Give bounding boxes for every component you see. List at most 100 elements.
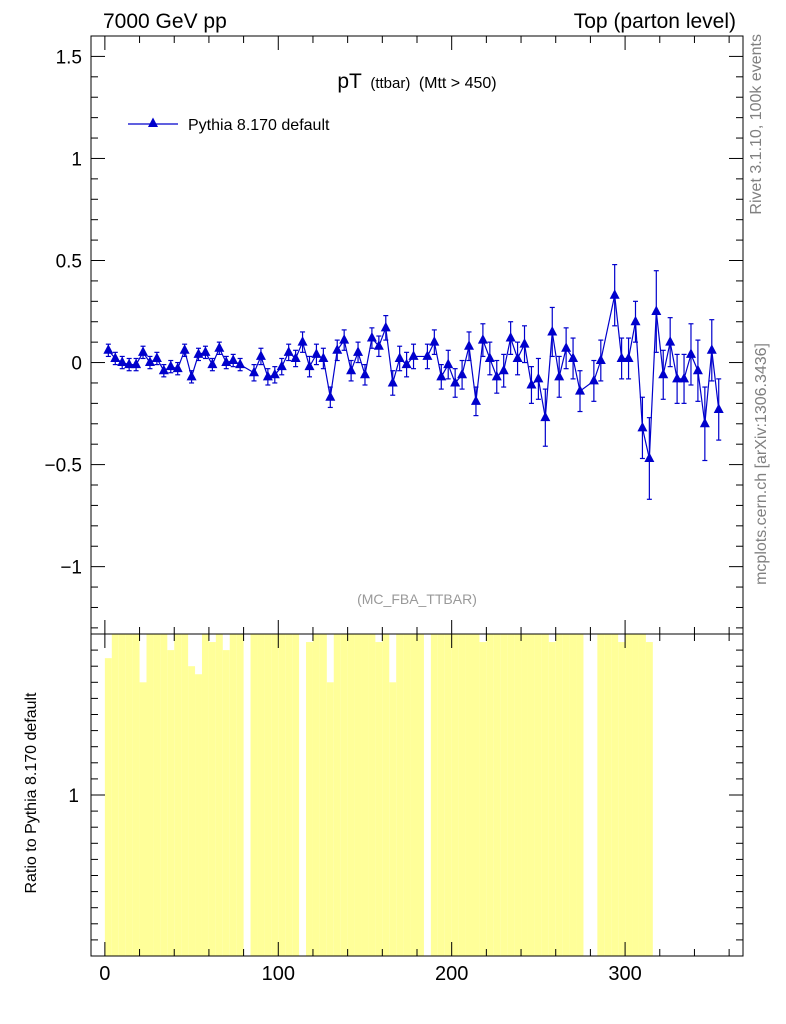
ratio-y-axis-label: Ratio to Pythia 8.170 default bbox=[23, 692, 40, 894]
ratio-band-bin-71 bbox=[632, 634, 639, 956]
header-right-label: Top (parton level) bbox=[574, 10, 736, 33]
ratio-band-bin-2 bbox=[118, 634, 126, 956]
data-point-27 bbox=[297, 336, 308, 346]
data-point-84 bbox=[713, 403, 724, 413]
ratio-band-bin-55 bbox=[507, 634, 515, 956]
data-point-37 bbox=[366, 332, 377, 342]
ratio-band-bin-56 bbox=[514, 634, 522, 956]
data-point-68 bbox=[595, 354, 606, 365]
ratio-band-bin-43 bbox=[417, 634, 424, 956]
ratio-x-tick-label-3: 300 bbox=[608, 963, 641, 985]
data-point-42 bbox=[401, 358, 412, 369]
data-point-38 bbox=[373, 340, 384, 350]
ratio-band-bin-11 bbox=[181, 634, 189, 956]
ratio-band-layer bbox=[104, 634, 653, 956]
data-point-12 bbox=[186, 370, 197, 381]
data-point-9 bbox=[165, 360, 176, 371]
rivet-version-label: Rivet 3.1.10, 100k events bbox=[748, 34, 765, 215]
data-point-62 bbox=[547, 325, 558, 336]
ratio-band-bin-48 bbox=[458, 634, 466, 956]
data-point-2 bbox=[117, 356, 128, 367]
ratio-band-bin-44 bbox=[430, 634, 438, 956]
ratio-band-bin-60 bbox=[541, 634, 549, 956]
data-point-55 bbox=[498, 364, 509, 375]
ratio-band-bin-39 bbox=[389, 682, 397, 956]
data-point-0 bbox=[103, 344, 114, 354]
data-point-81 bbox=[692, 364, 703, 375]
ratio-band-bin-18 bbox=[229, 634, 237, 956]
ratio-x-tick-label-1: 100 bbox=[262, 963, 295, 985]
data-point-28 bbox=[304, 360, 315, 371]
ratio-band-bin-20 bbox=[250, 634, 258, 956]
plot-title-sub2: (Mtt > 450) bbox=[419, 75, 497, 92]
ratio-band-bin-64 bbox=[569, 634, 577, 956]
ratio-band-bin-6 bbox=[146, 634, 154, 956]
data-point-56 bbox=[505, 332, 516, 342]
ratio-band-bin-36 bbox=[368, 634, 376, 956]
ratio-band-bin-63 bbox=[562, 634, 570, 956]
ratio-band-bin-42 bbox=[410, 634, 417, 956]
ratio-band-bin-7 bbox=[153, 634, 161, 956]
ratio-band-bin-27 bbox=[306, 642, 313, 956]
data-point-24 bbox=[276, 360, 287, 371]
ratio-y-axis: 1 bbox=[68, 633, 743, 941]
ratio-band-bin-53 bbox=[493, 634, 501, 956]
data-point-83 bbox=[706, 344, 717, 354]
data-point-66 bbox=[575, 385, 585, 395]
data-point-31 bbox=[325, 391, 336, 401]
ratio-band-bin-41 bbox=[403, 634, 411, 956]
data-point-74 bbox=[644, 452, 655, 462]
main-plot: −1 −0.5 0 0.5 1 1.5 pT (ttbar) (Mtt > 450) Py… bbox=[44, 35, 744, 635]
plot-title-sub1: (ttbar) bbox=[370, 75, 410, 92]
ratio-band-bin-24 bbox=[278, 634, 286, 956]
ratio-band-bin-49 bbox=[465, 634, 473, 956]
main-y-axis: −1 −0.5 0 0.5 1 1.5 bbox=[44, 35, 743, 629]
ratio-band-bin-57 bbox=[521, 634, 528, 956]
ratio-band-bin-23 bbox=[271, 634, 279, 956]
data-point-11 bbox=[179, 344, 190, 354]
data-point-8 bbox=[158, 364, 169, 375]
data-point-45 bbox=[429, 336, 440, 346]
main-y-tick-label-4: 1 bbox=[71, 149, 82, 170]
ratio-band-bin-65 bbox=[576, 634, 584, 956]
data-point-60 bbox=[533, 372, 544, 383]
data-point-5 bbox=[138, 346, 149, 356]
data-point-41 bbox=[394, 352, 405, 362]
data-point-3 bbox=[124, 358, 135, 369]
ratio-band-bin-52 bbox=[486, 634, 494, 956]
ratio-band-bin-46 bbox=[444, 634, 452, 956]
data-point-36 bbox=[359, 368, 370, 379]
data-point-76 bbox=[658, 368, 669, 379]
ratio-band-bin-8 bbox=[160, 634, 168, 956]
data-point-77 bbox=[665, 336, 676, 346]
ratio-band-bin-32 bbox=[340, 634, 348, 956]
data-point-73 bbox=[637, 421, 648, 432]
ratio-band-bin-54 bbox=[500, 634, 508, 956]
ratio-band-bin-33 bbox=[347, 634, 355, 956]
ratio-band-bin-50 bbox=[472, 634, 480, 956]
data-point-29 bbox=[311, 348, 322, 358]
series-pythia-layer bbox=[103, 263, 724, 500]
data-point-6 bbox=[144, 356, 155, 367]
data-point-30 bbox=[318, 352, 329, 362]
ratio-band-bin-4 bbox=[132, 634, 140, 956]
main-y-tick-label-2: 0 bbox=[71, 354, 82, 375]
data-point-71 bbox=[623, 352, 634, 362]
ratio-band-bin-25 bbox=[285, 634, 293, 956]
plot-title-main: pT bbox=[337, 70, 362, 93]
data-point-23 bbox=[269, 368, 280, 379]
data-point-47 bbox=[443, 358, 454, 369]
ratio-band-bin-30 bbox=[326, 682, 334, 956]
ratio-band-bin-66 bbox=[597, 634, 605, 956]
data-point-79 bbox=[679, 372, 690, 383]
main-y-tick-label-0: −1 bbox=[60, 558, 82, 579]
ratio-band-bin-59 bbox=[534, 634, 542, 956]
ratio-band-bin-51 bbox=[479, 642, 487, 956]
data-point-4 bbox=[131, 358, 142, 369]
analysis-watermark: (MC_FBA_TTBAR) bbox=[357, 591, 477, 607]
data-point-40 bbox=[387, 376, 398, 387]
data-point-75 bbox=[651, 305, 662, 316]
data-point-25 bbox=[283, 346, 294, 356]
data-point-82 bbox=[699, 417, 710, 428]
ratio-x-tick-label-0: 0 bbox=[99, 963, 110, 985]
